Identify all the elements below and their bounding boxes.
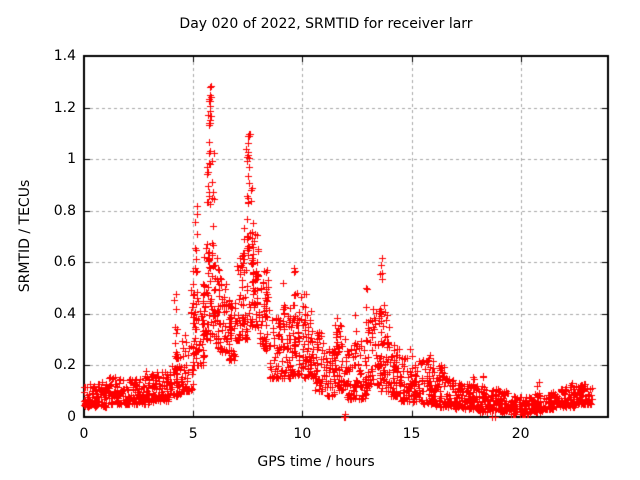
- x-tick-label: 15: [402, 426, 421, 442]
- y-tick-label: 1.2: [53, 99, 76, 116]
- x-tick-label: 0: [79, 426, 89, 442]
- x-axis-label: GPS time / hours: [257, 454, 375, 470]
- x-tick-label: 20: [511, 426, 530, 442]
- y-tick-label: 0.6: [53, 254, 76, 271]
- x-tick-label: 5: [188, 426, 198, 442]
- y-tick-label: 1.4: [53, 48, 76, 64]
- y-tick-label: 0.8: [53, 202, 76, 219]
- y-tick-label: 0.4: [53, 305, 76, 322]
- x-tick-label: 10: [293, 426, 312, 442]
- y-tick-label: 0: [67, 409, 76, 425]
- y-tick-label: 1: [67, 151, 76, 168]
- y-tick-label: 0.2: [53, 357, 76, 374]
- chart-title: Day 020 of 2022, SRMTID for receiver lar…: [179, 16, 473, 32]
